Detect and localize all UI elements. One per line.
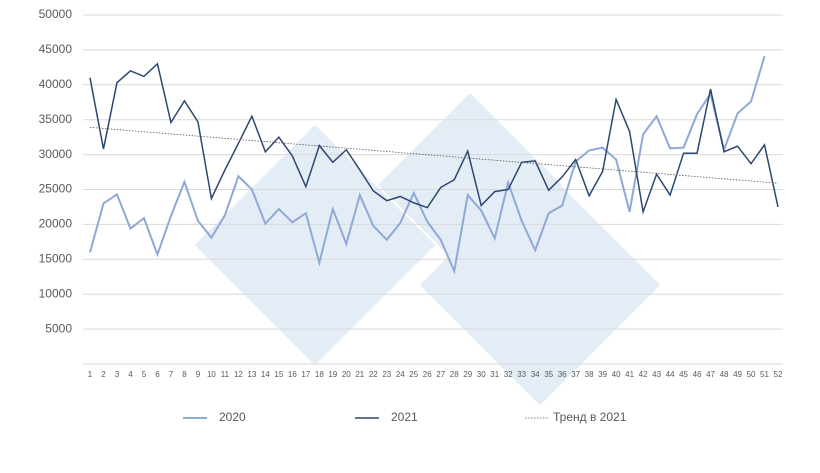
- x-tick-label: 20: [342, 370, 351, 379]
- watermark: [194, 93, 661, 406]
- x-tick-label: 24: [396, 370, 405, 379]
- x-tick-label: 45: [679, 370, 688, 379]
- x-tick-label: 47: [706, 370, 715, 379]
- x-tick-label: 5: [142, 370, 147, 379]
- x-tick-label: 36: [558, 370, 567, 379]
- x-tick-label: 40: [612, 370, 621, 379]
- y-tick-label: 25000: [39, 182, 73, 196]
- x-tick-label: 8: [182, 370, 187, 379]
- x-tick-label: 46: [693, 370, 702, 379]
- x-tick-label: 1: [88, 370, 93, 379]
- x-tick-label: 43: [652, 370, 661, 379]
- x-tick-label: 22: [369, 370, 378, 379]
- x-tick-label: 49: [733, 370, 742, 379]
- x-tick-label: 50: [747, 370, 756, 379]
- x-tick-label: 16: [288, 370, 297, 379]
- x-tick-label: 9: [196, 370, 201, 379]
- legend-label: Тренд в 2021: [553, 410, 627, 424]
- y-tick-label: 35000: [39, 112, 73, 126]
- y-tick-label: 10000: [39, 286, 73, 300]
- y-tick-label: 45000: [39, 42, 73, 56]
- x-tick-label: 52: [774, 370, 783, 379]
- x-tick-label: 25: [409, 370, 418, 379]
- y-tick-label: 40000: [39, 77, 73, 91]
- x-tick-label: 38: [585, 370, 594, 379]
- x-tick-label: 34: [531, 370, 540, 379]
- x-tick-label: 26: [423, 370, 432, 379]
- x-tick-label: 15: [274, 370, 283, 379]
- x-tick-label: 39: [598, 370, 607, 379]
- x-tick-label: 21: [355, 370, 364, 379]
- x-tick-label: 33: [517, 370, 526, 379]
- x-tick-label: 14: [261, 370, 270, 379]
- x-tick-label: 35: [544, 370, 553, 379]
- x-tick-label: 3: [115, 370, 120, 379]
- y-tick-label: 15000: [39, 251, 73, 265]
- y-tick-label: 20000: [39, 217, 73, 231]
- x-tick-label: 48: [720, 370, 729, 379]
- x-tick-label: 28: [450, 370, 459, 379]
- x-tick-label: 11: [221, 370, 230, 379]
- x-tick-label: 31: [490, 370, 499, 379]
- x-tick-label: 18: [315, 370, 324, 379]
- x-tick-label: 7: [169, 370, 174, 379]
- x-tick-label: 27: [436, 370, 445, 379]
- x-tick-label: 19: [328, 370, 337, 379]
- x-tick-label: 44: [666, 370, 675, 379]
- y-tick-label: 50000: [39, 7, 73, 21]
- x-tick-label: 13: [247, 370, 256, 379]
- x-tick-label: 2: [101, 370, 106, 379]
- x-tick-label: 42: [639, 370, 648, 379]
- x-tick-label: 41: [625, 370, 634, 379]
- x-tick-label: 6: [155, 370, 160, 379]
- trend-line: [89, 126, 779, 184]
- x-tick-label: 37: [571, 370, 580, 379]
- legend-label: 2021: [391, 410, 418, 424]
- x-tick-label: 30: [477, 370, 486, 379]
- series-line: [89, 55, 766, 275]
- x-tick-label: 12: [234, 370, 243, 379]
- y-tick-label: 30000: [39, 147, 73, 161]
- legend-label: 2020: [219, 410, 246, 424]
- x-tick-label: 17: [301, 370, 310, 379]
- x-tick-label: 23: [382, 370, 391, 379]
- y-tick-label: 5000: [45, 321, 72, 335]
- x-tick-label: 32: [504, 370, 513, 379]
- x-tick-label: 4: [128, 370, 133, 379]
- x-tick-label: 51: [760, 370, 769, 379]
- x-tick-label: 29: [463, 370, 472, 379]
- series-line: [89, 62, 779, 215]
- x-tick-label: 10: [207, 370, 216, 379]
